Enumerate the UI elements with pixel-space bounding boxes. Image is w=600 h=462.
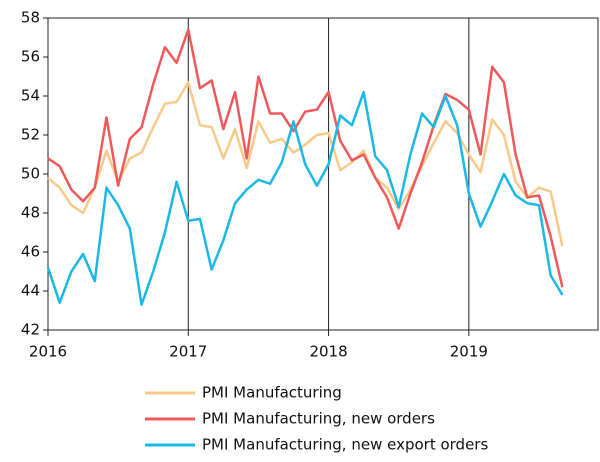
legend-label: PMI Manufacturing, new orders (202, 410, 435, 428)
y-tick-label: 48 (21, 204, 40, 222)
y-tick-label: 44 (21, 282, 40, 300)
y-tick-label: 56 (21, 48, 40, 66)
y-tick-label: 54 (21, 87, 40, 105)
x-tick-label: 2018 (309, 343, 347, 361)
y-tick-label: 58 (21, 9, 40, 27)
y-tick-label: 50 (21, 165, 40, 183)
series-line (46, 90, 564, 306)
x-tick-label: 2017 (169, 343, 207, 361)
series-line (47, 81, 564, 247)
legend-label: PMI Manufacturing (202, 384, 342, 402)
series-line (47, 28, 564, 288)
y-tick-label: 46 (21, 243, 40, 261)
plot-frame (47, 17, 599, 331)
y-tick-label: 52 (21, 126, 40, 144)
y-tick-label: 42 (21, 321, 40, 339)
legend-label: PMI Manufacturing, new export orders (202, 436, 488, 454)
x-tick-label: 2016 (29, 343, 67, 361)
x-tick-label: 2019 (450, 343, 488, 361)
